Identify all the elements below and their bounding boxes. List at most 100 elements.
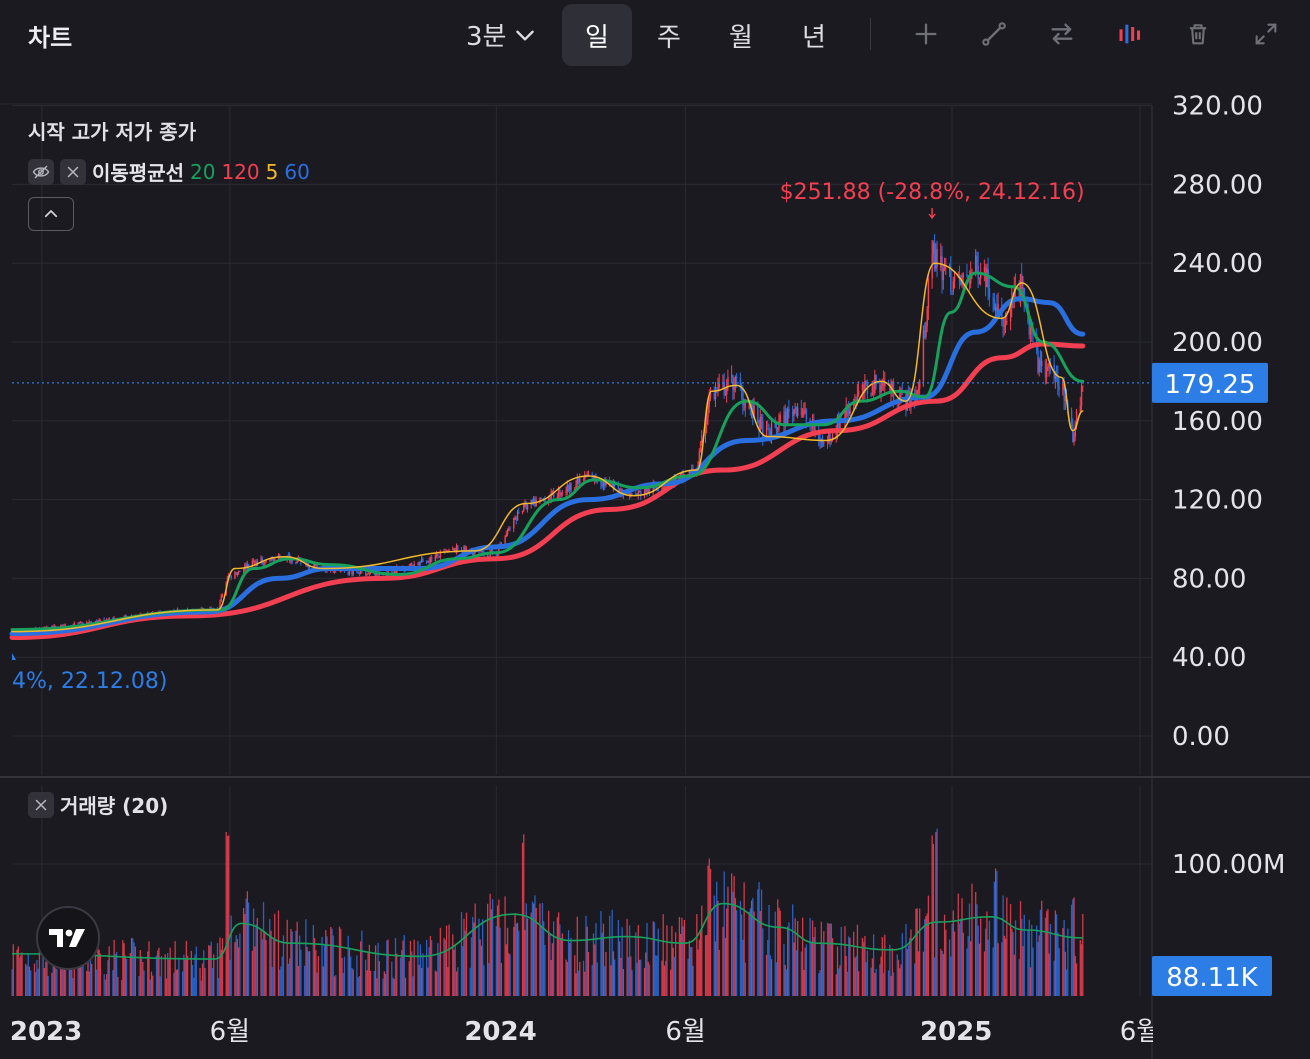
candle-body (367, 573, 369, 575)
volume-bar (394, 938, 397, 996)
candle-body (364, 571, 367, 576)
volume-bar (160, 956, 163, 996)
candle-body (617, 485, 620, 493)
volume-bar (935, 832, 937, 996)
y-axis-tick-label: 200.00 (1172, 328, 1263, 358)
volume-bar (594, 944, 596, 996)
volume-bar (1058, 948, 1060, 996)
volume-bar (366, 970, 368, 996)
volume-bar (169, 947, 171, 996)
volume-bar (474, 903, 476, 996)
swap-icon[interactable] (1046, 18, 1078, 50)
candle-body (316, 563, 318, 571)
candle-body (498, 545, 500, 554)
volume-bar (1062, 928, 1064, 996)
volume-bar (195, 946, 197, 996)
volume-bar (631, 970, 633, 996)
candle-body (849, 405, 851, 415)
trendline-icon[interactable] (978, 18, 1010, 50)
volume-bar (159, 976, 161, 996)
volume-bar (213, 954, 215, 996)
candle-body (866, 384, 869, 395)
volume-bar (134, 946, 136, 996)
range-year-button[interactable]: 년 (802, 22, 826, 53)
interval-dropdown[interactable]: 3분 (466, 16, 538, 53)
candle-body (648, 487, 651, 493)
trash-icon[interactable] (1182, 18, 1214, 50)
plus-icon[interactable] (910, 18, 942, 50)
volume-bar (907, 945, 910, 996)
volume-bar (338, 926, 341, 996)
candle-body (704, 423, 707, 436)
volume-bar (237, 947, 240, 996)
remove-ma-button[interactable] (60, 158, 86, 185)
volume-bar (382, 978, 384, 996)
volume-bar (97, 945, 99, 996)
range-month-button[interactable]: 월 (729, 22, 753, 53)
candle-body (244, 564, 246, 570)
volume-bar (487, 903, 489, 996)
volume-bar (279, 969, 281, 996)
tradingview-logo[interactable] (36, 906, 100, 970)
volume-bar (413, 939, 415, 996)
candle-body (587, 474, 590, 476)
volume-bar (255, 924, 257, 996)
candle-body (1009, 307, 1012, 322)
candle-body (1057, 376, 1059, 388)
volume-bar (708, 858, 710, 996)
volume-bar (168, 959, 170, 996)
volume-bar (704, 935, 707, 996)
volume-bar (579, 961, 581, 996)
volume-bar (45, 961, 47, 996)
collapse-legend-button[interactable] (28, 197, 74, 231)
volume-bar (348, 947, 351, 996)
remove-volume-button[interactable] (28, 791, 54, 818)
volume-bar (915, 908, 917, 996)
candle-body (1038, 359, 1040, 373)
volume-bar (47, 975, 49, 996)
range-day-button[interactable]: 일 (562, 4, 632, 66)
volume-bar (849, 937, 851, 996)
candle-body (951, 290, 953, 292)
hide-ma-button[interactable] (28, 158, 54, 185)
volume-bar (543, 921, 545, 996)
candle-body (804, 409, 806, 411)
volume-bar (454, 945, 456, 996)
candle-body (236, 572, 239, 575)
volume-bar (211, 967, 214, 996)
volume-bar (173, 972, 175, 996)
candles-icon[interactable] (1114, 18, 1146, 50)
volume-bar (235, 935, 237, 996)
volume-ma-line (11, 902, 1083, 960)
volume-bar (94, 956, 97, 996)
candle-body (845, 405, 847, 416)
candle-body (985, 267, 987, 287)
volume-bar (584, 971, 586, 996)
volume-bar (228, 835, 230, 996)
volume-bar (732, 891, 734, 996)
candle-body (525, 503, 527, 509)
volume-bar (611, 909, 613, 996)
volume-bar (174, 941, 176, 996)
candle-body (374, 574, 377, 576)
candle-body (768, 429, 770, 432)
candle-body (439, 552, 442, 558)
volume-bar (357, 977, 359, 996)
volume-bar (498, 899, 500, 996)
range-week-button[interactable]: 주 (657, 22, 681, 53)
volume-bar (678, 917, 681, 996)
candle-body (235, 572, 237, 575)
volume-bar (550, 959, 552, 996)
candle-body (1003, 325, 1006, 327)
candle-body (748, 405, 750, 409)
volume-bar (691, 947, 693, 996)
candle-body (950, 266, 952, 291)
volume-bar (125, 958, 128, 996)
volume-bar (68, 954, 70, 996)
volume-bar (1023, 914, 1025, 996)
volume-bar (242, 907, 245, 996)
expand-icon[interactable] (1250, 18, 1282, 50)
volume-bar (936, 828, 938, 996)
candle-body (358, 573, 361, 575)
